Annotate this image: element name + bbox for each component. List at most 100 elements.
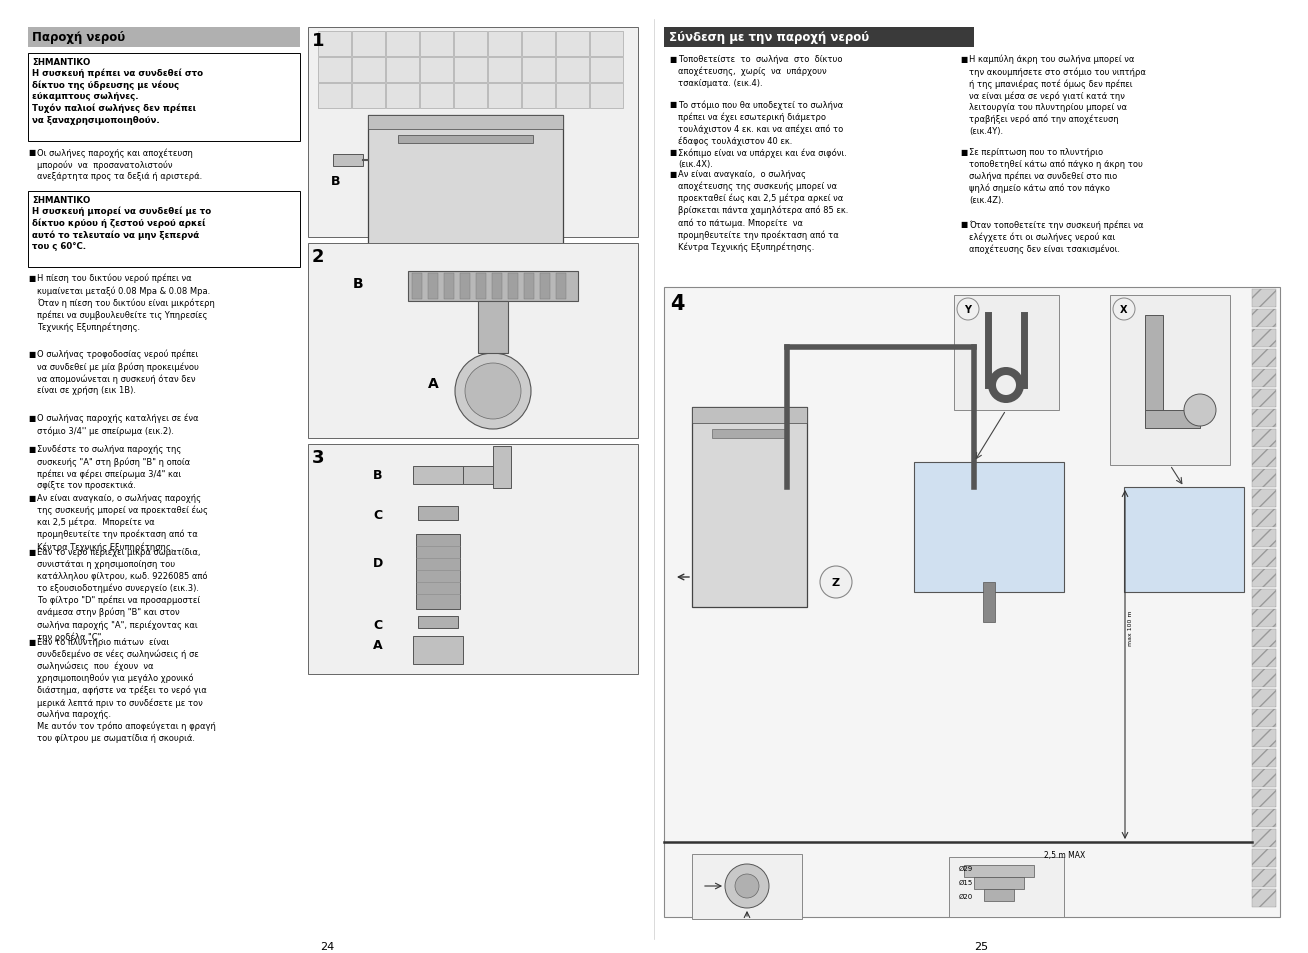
Text: Σκόπιμο είναι να υπάρχει και ένα σιφόνι.
(εικ.4Χ).: Σκόπιμο είναι να υπάρχει και ένα σιφόνι.… — [678, 148, 846, 169]
Bar — [1252, 849, 1277, 867]
Text: ■: ■ — [27, 350, 35, 358]
Bar — [692, 408, 807, 423]
Bar — [1252, 510, 1277, 527]
Bar — [420, 58, 453, 83]
Circle shape — [988, 368, 1024, 403]
Bar — [488, 84, 521, 109]
Bar — [1252, 569, 1277, 587]
Bar — [1110, 295, 1230, 465]
Text: ■: ■ — [27, 274, 35, 283]
Circle shape — [995, 375, 1016, 395]
Text: Παροχή νερού: Παροχή νερού — [31, 31, 126, 45]
Bar — [413, 467, 463, 484]
Text: ■: ■ — [27, 547, 35, 557]
Text: Z: Z — [832, 578, 840, 587]
Text: 2,5 m MAX: 2,5 m MAX — [1044, 850, 1086, 859]
Bar — [1144, 411, 1199, 429]
Bar — [428, 274, 438, 299]
Bar — [590, 84, 623, 109]
Bar — [1252, 370, 1277, 388]
Bar — [419, 617, 458, 628]
Bar — [522, 58, 555, 83]
Bar — [386, 84, 419, 109]
Bar — [27, 54, 300, 142]
Bar — [408, 272, 578, 302]
Text: A: A — [373, 639, 383, 651]
Bar — [692, 408, 807, 607]
Text: Ø20: Ø20 — [959, 893, 973, 899]
Bar — [984, 889, 1014, 901]
Text: Ø15: Ø15 — [959, 879, 973, 885]
Text: C: C — [373, 618, 382, 631]
Bar — [1252, 829, 1277, 847]
Bar — [1252, 450, 1277, 468]
Text: max 100 m: max 100 m — [1127, 610, 1133, 645]
Text: Η συσκευή πρέπει να συνδεθεί στο
δίκτυο της ύδρευσης με νέους
εύκαμπτους σωλήνες: Η συσκευή πρέπει να συνδεθεί στο δίκτυο … — [31, 68, 203, 125]
Bar — [477, 302, 508, 354]
Bar — [1252, 530, 1277, 547]
Bar — [950, 857, 1063, 917]
Bar — [307, 244, 638, 438]
Bar — [386, 58, 419, 83]
Text: Ο σωλήνας παροχής καταλήγει σε ένα
στόμιο 3/4'' με σπείρωμα (εικ.2).: Ο σωλήνας παροχής καταλήγει σε ένα στόμι… — [37, 414, 199, 436]
Text: ■: ■ — [960, 220, 967, 229]
Bar — [1252, 550, 1277, 567]
Bar — [556, 32, 589, 57]
Bar — [493, 447, 511, 489]
Bar — [664, 288, 1281, 917]
Bar — [318, 84, 351, 109]
Bar — [1252, 350, 1277, 368]
Bar — [984, 582, 995, 622]
Text: Εάν το νερό περιέχει μικρά σωματίδια,
συνιστάται η χρησιμοποίηση του
κατάλληλου : Εάν το νερό περιέχει μικρά σωματίδια, συ… — [37, 547, 208, 641]
Text: Οι σωλήνες παροχής και αποχέτευση
μπορούν  να  προσανατολιστούν
ανεξάρτητα προς : Οι σωλήνες παροχής και αποχέτευση μπορού… — [37, 148, 203, 181]
Text: Σύνδεση με την παροχή νερού: Σύνδεση με την παροχή νερού — [668, 31, 869, 45]
Bar — [386, 32, 419, 57]
Text: ΣΗΜΑΝΤΙΚΟ: ΣΗΜΑΝΤΙΚΟ — [31, 195, 90, 205]
Text: Τοποθετείστε  το  σωλήνα  στο  δίκτυο
αποχέτευσης,  χωρίς  να  υπάρχουν
τσακίσμα: Τοποθετείστε το σωλήνα στο δίκτυο αποχέτ… — [678, 55, 842, 88]
Circle shape — [735, 874, 759, 898]
Text: Αν είναι αναγκαίο, ο σωλήνας παροχής
της συσκευής μπορεί να προεκταθεί έως
και 2: Αν είναι αναγκαίο, ο σωλήνας παροχής της… — [37, 494, 208, 551]
Bar — [352, 84, 385, 109]
Text: B: B — [353, 276, 364, 291]
Bar — [476, 274, 487, 299]
Bar — [1252, 649, 1277, 667]
Bar — [488, 32, 521, 57]
Bar — [590, 58, 623, 83]
Bar — [307, 28, 638, 237]
Bar — [443, 274, 454, 299]
Text: Το στόμιο που θα υποδεχτεί το σωλήνα
πρέπει να έχει εσωτερική διάμετρο
τουλάχιστ: Το στόμιο που θα υποδεχτεί το σωλήνα πρέ… — [678, 100, 844, 146]
Bar — [974, 877, 1024, 889]
Text: ■: ■ — [668, 170, 676, 179]
Bar — [1144, 315, 1163, 426]
Text: Αν είναι αναγκαίο,  ο σωλήνας
αποχέτευσης της συσκευής μπορεί να
προεκταθεί έως : Αν είναι αναγκαίο, ο σωλήνας αποχέτευσης… — [678, 170, 849, 252]
Bar — [454, 84, 487, 109]
Text: 25: 25 — [974, 941, 988, 951]
Text: Η συσκευή μπορεί να συνδεθεί με το
δίκτυο κρύου ή ζεστού νερού αρκεί
αυτό το τελ: Η συσκευή μπορεί να συνδεθεί με το δίκτυ… — [31, 206, 212, 251]
Text: B: B — [373, 469, 382, 481]
Bar — [556, 84, 589, 109]
Bar — [413, 637, 463, 664]
Bar — [27, 192, 300, 268]
Bar — [1252, 689, 1277, 707]
Text: 24: 24 — [320, 941, 334, 951]
Bar — [1252, 290, 1277, 308]
Bar — [522, 84, 555, 109]
Bar — [454, 58, 487, 83]
Text: D: D — [373, 557, 383, 569]
Bar — [525, 274, 534, 299]
Text: 2: 2 — [313, 248, 324, 266]
Text: Η πίεση του δικτύου νερού πρέπει να
κυμαίνεται μεταξύ 0.08 Mpa & 0.08 Mpa.
Όταν : Η πίεση του δικτύου νερού πρέπει να κυμα… — [37, 274, 215, 332]
Bar — [508, 274, 518, 299]
Bar — [914, 462, 1063, 593]
Bar — [352, 32, 385, 57]
Bar — [1252, 589, 1277, 607]
Text: X: X — [1120, 305, 1127, 314]
Bar — [398, 136, 532, 144]
Text: ■: ■ — [27, 414, 35, 422]
Text: Σε περίπτωση που το πλυντήριο
τοποθετηθεί κάτω από πάγκο η άκρη του
σωλήνα πρέπε: Σε περίπτωση που το πλυντήριο τοποθετηθε… — [969, 148, 1143, 205]
Text: Η καμπύλη άκρη του σωλήνα μπορεί να
την ακουμπήσετε στο στόμιο του νιπτήρα
ή της: Η καμπύλη άκρη του σωλήνα μπορεί να την … — [969, 55, 1146, 135]
Circle shape — [1113, 298, 1135, 320]
Bar — [692, 854, 802, 919]
Bar — [1124, 488, 1244, 593]
Bar — [419, 506, 458, 520]
